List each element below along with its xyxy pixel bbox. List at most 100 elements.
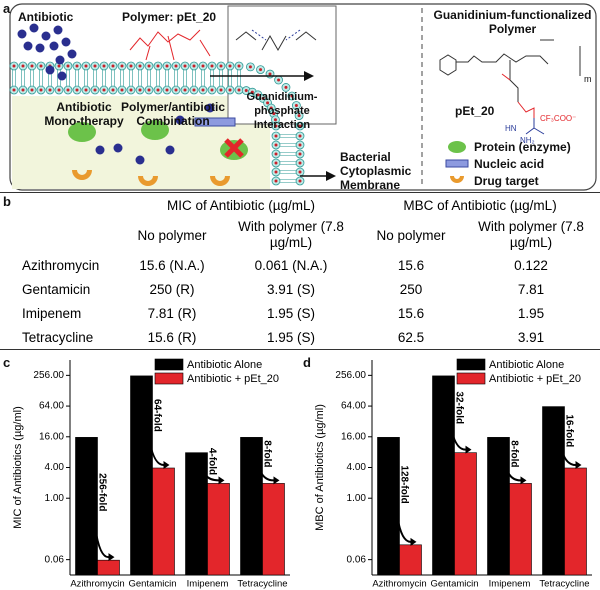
antibiotic — [23, 41, 33, 51]
y-tick-label: 64.00 — [341, 401, 366, 412]
lipid-tail — [183, 70, 187, 86]
phosphate — [237, 88, 241, 92]
phosphate — [298, 124, 302, 128]
antibiotic — [95, 145, 105, 155]
bar — [240, 437, 263, 576]
group-header: MBC of Antibiotic (µg/mL) — [403, 197, 557, 213]
phosphate — [210, 88, 214, 92]
phosphate — [266, 101, 270, 105]
table-cell: 7.81 (R) — [147, 305, 197, 321]
table: MIC of Antibiotic (µg/mL) MBC of Antibio… — [0, 192, 600, 350]
y-tick-label: 16.00 — [39, 431, 64, 442]
right-title: Guanidinium-functionalized Polymer — [433, 8, 592, 36]
phosphate — [277, 78, 281, 82]
phosphate — [111, 64, 115, 68]
antibiotic — [57, 71, 67, 81]
panel-label: a — [3, 1, 11, 16]
fold-label: 32-fold — [453, 391, 464, 424]
table-cell: 250 (R) — [149, 281, 195, 297]
phosphate — [268, 72, 272, 76]
legend-swatch — [456, 358, 486, 371]
fold-label: 256-fold — [96, 473, 107, 511]
fold-arrow — [501, 443, 521, 482]
bar — [509, 483, 532, 576]
table-row: Azithromycin 15.6 (N.A.) 0.061 (N.A.) 15.6 0… — [0, 253, 600, 277]
phosphate — [21, 64, 25, 68]
bar — [487, 437, 510, 576]
x-tick-label: Gentamicin — [128, 579, 176, 590]
phosphate — [21, 88, 25, 92]
phosphate — [156, 64, 160, 68]
legend-swatch — [154, 358, 184, 371]
lipid-tail — [228, 70, 232, 86]
interaction-box — [227, 5, 337, 125]
phosphate — [274, 152, 278, 156]
polymer-name: pEt_20 — [455, 104, 495, 118]
protein-icon — [448, 141, 466, 153]
header-cell: With polymer (7.8 µg/mL) — [462, 217, 600, 253]
arrowhead — [304, 71, 314, 81]
phosphate — [219, 64, 223, 68]
drug-target — [210, 176, 230, 186]
panel-label: d — [303, 355, 311, 370]
table-cell: 15.6 — [397, 305, 425, 321]
bar — [97, 559, 120, 576]
phosphate — [298, 134, 302, 138]
phosphate — [30, 88, 34, 92]
y-tick-label: 16.00 — [341, 431, 366, 442]
phosphate — [228, 88, 232, 92]
group-header: MIC of Antibiotic (µg/mL) — [166, 197, 316, 213]
y-tick-label: 256.00 — [33, 370, 64, 381]
y-tick-label: 64.00 — [39, 401, 64, 412]
bar — [564, 467, 587, 576]
lipid-tail — [12, 70, 16, 86]
phosphate — [298, 161, 302, 165]
fold-arrow — [556, 412, 576, 467]
phosphate — [66, 88, 70, 92]
phosphate — [274, 161, 278, 165]
antibiotic — [45, 65, 55, 75]
phosphate — [120, 88, 124, 92]
x-tick-label: Imipenem — [489, 579, 531, 590]
phosphate — [84, 88, 88, 92]
antibiotic — [135, 155, 145, 165]
y-tick-label: 4.00 — [45, 462, 65, 473]
antibiotic — [165, 145, 175, 155]
antibiotic — [49, 41, 59, 51]
phosphate — [174, 88, 178, 92]
phosphate — [147, 88, 151, 92]
table-body: Azithromycin 15.6 (N.A.) 0.061 (N.A.) 15.6 0… — [0, 253, 600, 350]
antibiotic — [67, 49, 77, 59]
x-tick-label: Tetracycline — [237, 579, 287, 590]
phosphate — [210, 64, 214, 68]
fold-arrowhead — [465, 445, 472, 454]
phosphate — [219, 88, 223, 92]
y-tick-label: 0.06 — [347, 554, 367, 565]
table-cell: 15.6 (R) — [147, 329, 197, 345]
legend-text: Drug target — [474, 174, 539, 188]
antibiotic — [61, 37, 71, 47]
phosphate — [138, 64, 142, 68]
x-tick-label: Imipenem — [187, 579, 229, 590]
antibiotic — [35, 43, 45, 53]
phosphate — [284, 85, 288, 89]
table-cell: 0.122 — [514, 257, 548, 273]
header-row: No polymer With polymer (7.8 µg/mL) No p… — [0, 217, 600, 253]
bar — [75, 437, 98, 576]
phosphate — [102, 88, 106, 92]
h-bonds — [251, 29, 301, 41]
phosphate — [93, 88, 97, 92]
lipid-tail — [156, 70, 160, 86]
x-tick-label: Azithromycin — [70, 579, 124, 590]
lipid-tail — [129, 70, 133, 86]
phosphate — [201, 88, 205, 92]
y-axis-title: MIC of Antibiotics (µg/ml) — [12, 406, 24, 528]
fold-arrow — [254, 443, 274, 482]
lipid-tail — [147, 70, 151, 86]
fold-label: 128-fold — [398, 465, 409, 503]
arrowhead — [326, 171, 336, 181]
membrane — [9, 61, 305, 186]
x-tick-label: Tetracycline — [539, 579, 589, 590]
protein — [68, 122, 96, 142]
